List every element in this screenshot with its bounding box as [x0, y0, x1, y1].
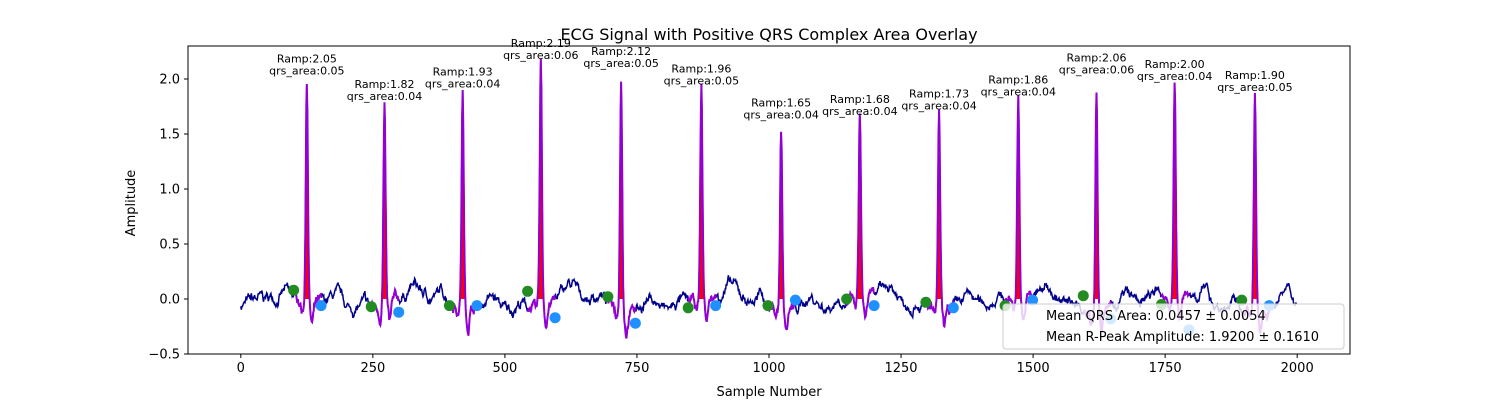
y-tick-label: 2.0: [159, 73, 180, 88]
qrs-area-fill: [695, 83, 708, 299]
axis-layer: 0 250 500 750 1000 1250 1500 1750 2000 −0.5 0.0 0.5…: [148, 73, 1313, 377]
qrs-segment-line: [1160, 82, 1190, 322]
qrs-area-fill: [853, 113, 867, 299]
qrs-area-fill: [932, 109, 946, 299]
qrs-offset-marker: [549, 312, 561, 324]
qrs-offset-marker: [868, 300, 880, 312]
qrs-offset-marker: [315, 300, 327, 312]
qrs-area-fill: [1168, 82, 1181, 299]
qrs-area-fill: [1248, 93, 1262, 299]
qrs-area-label: qrs_area:0.06: [503, 49, 578, 62]
qrs-area-label: qrs_area:0.04: [901, 100, 976, 113]
x-tick-label: 1000: [752, 361, 785, 376]
y-tick-label: 0.5: [159, 238, 180, 253]
qrs-onset-marker: [365, 301, 377, 313]
qrs-area-label: qrs_area:0.05: [269, 65, 344, 78]
qrs-area-label: qrs_area:0.05: [1217, 81, 1292, 94]
y-axis-label: Amplitude: [124, 170, 139, 237]
y-tick-label: −0.5: [148, 348, 180, 363]
qrs-onset-marker: [602, 291, 614, 303]
r-peak-amplitude-label: Ramp:1.68: [830, 93, 890, 106]
r-peak-amplitude-label: Ramp:2.12: [591, 45, 651, 58]
r-peak-amplitude-label: Ramp:2.00: [1145, 58, 1205, 71]
legend-entry-r-amplitude: Mean R-Peak Amplitude: 1.9200 ± 0.1610: [1046, 330, 1319, 345]
qrs-area-fill: [456, 90, 469, 299]
qrs-offset-marker: [710, 300, 722, 312]
qrs-onset-marker: [522, 285, 534, 297]
qrs-area-label: qrs_area:0.04: [1137, 70, 1212, 83]
r-peak-amplitude-label: Ramp:2.19: [511, 37, 571, 50]
qrs-area-fill: [1011, 95, 1025, 299]
qrs-area-label: qrs_area:0.04: [743, 109, 818, 122]
qrs-offset-marker: [471, 300, 483, 312]
qrs-onset-marker: [920, 296, 932, 308]
legend: Mean QRS Area: 0.0457 ± 0.0054 Mean R-Pe…: [1002, 303, 1345, 350]
qrs-onset-marker: [1077, 290, 1089, 302]
qrs-offset-marker: [789, 294, 801, 306]
x-tick-label: 250: [360, 361, 385, 376]
x-axis-label: Sample Number: [716, 385, 822, 400]
qrs-area-label: qrs_area:0.06: [1059, 63, 1134, 76]
x-tick-label: 1750: [1149, 361, 1182, 376]
qrs-area-label: qrs_area:0.04: [822, 105, 897, 118]
qrs-area-label: qrs_area:0.04: [347, 90, 422, 103]
qrs-area-label: qrs_area:0.04: [425, 78, 500, 91]
x-tick-label: 750: [625, 361, 650, 376]
x-tick-label: 1250: [884, 361, 917, 376]
qrs-area-fill: [1090, 92, 1103, 299]
x-tick-label: 2000: [1281, 361, 1314, 376]
qrs-offset-marker: [629, 317, 641, 329]
chart-title: ECG Signal with Positive QRS Complex Are…: [560, 25, 977, 44]
qrs-area-fill: [614, 81, 628, 299]
r-peak-amplitude-label: Ramp:1.82: [354, 78, 414, 91]
qrs-area-label: qrs_area:0.04: [981, 85, 1056, 98]
r-peak-amplitude-label: Ramp:1.86: [988, 73, 1048, 86]
qrs-segment-line: [606, 81, 637, 339]
r-peak-amplitude-label: Ramp:1.65: [751, 97, 811, 110]
qrs-segment-line: [527, 58, 556, 330]
qrs-onset-marker: [288, 284, 300, 296]
qrs-onset-marker: [682, 302, 694, 314]
legend-entry-qrs-area: Mean QRS Area: 0.0457 ± 0.0054: [1046, 309, 1266, 324]
r-peak-amplitude-label: Ramp:2.06: [1066, 51, 1126, 64]
qrs-segment-line: [687, 83, 717, 322]
qrs-area-label: qrs_area:0.05: [664, 74, 739, 87]
x-tick-label: 1500: [1017, 361, 1050, 376]
y-tick-label: 0.0: [159, 293, 180, 308]
qrs-segment-line: [845, 113, 876, 321]
qrs-offset-marker: [1027, 294, 1039, 306]
qrs-segment-line: [292, 83, 323, 325]
qrs-area-fill: [300, 84, 314, 299]
qrs-segment-line: [925, 109, 955, 329]
qrs-onset-marker: [841, 293, 853, 305]
r-peak-amplitude-label: Ramp:2.05: [277, 53, 337, 66]
r-peak-amplitude-label: Ramp:1.93: [433, 66, 493, 79]
qrs-onset-marker: [1236, 294, 1248, 306]
annotation-layer: Ramp:2.05qrs_area:0.05Ramp:1.82qrs_area:…: [269, 37, 1293, 121]
r-peak-amplitude-label: Ramp:1.90: [1225, 69, 1285, 82]
r-peak-amplitude-label: Ramp:1.96: [671, 62, 731, 75]
qrs-area-label: qrs_area:0.05: [583, 57, 658, 70]
qrs-area-fill: [534, 58, 548, 300]
legend-box: [1002, 303, 1345, 350]
qrs-offset-marker: [947, 302, 959, 314]
qrs-area-fill: [378, 102, 391, 300]
qrs-onset-marker: [762, 300, 774, 312]
x-tick-label: 0: [237, 361, 245, 376]
qrs-segment-line: [1004, 95, 1034, 321]
x-tick-label: 500: [492, 361, 517, 376]
qrs-offset-marker: [393, 306, 405, 318]
qrs-onset-marker: [443, 300, 455, 312]
r-peak-amplitude-label: Ramp:1.73: [909, 88, 969, 101]
y-tick-label: 1.0: [159, 183, 180, 198]
qrs-area-fill: [774, 131, 788, 299]
y-tick-label: 1.5: [159, 128, 180, 143]
